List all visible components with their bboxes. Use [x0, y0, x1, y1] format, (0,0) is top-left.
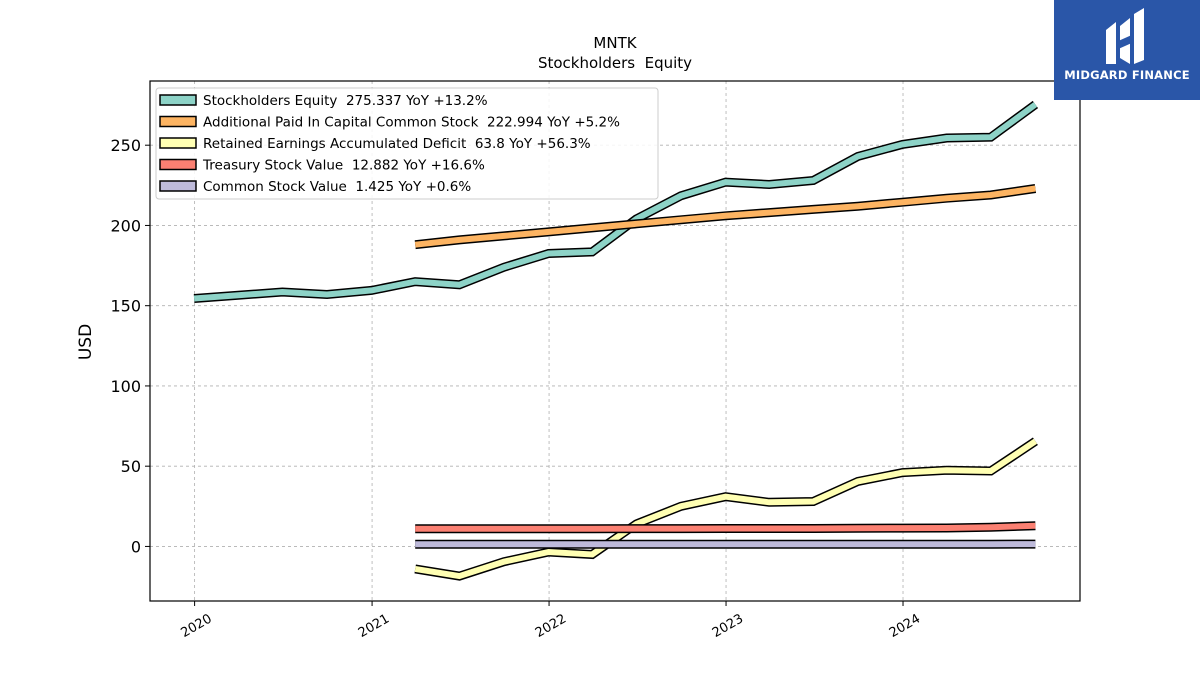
x-tick-label: 2020: [178, 611, 214, 641]
series-outline-2: [414, 437, 1038, 581]
y-tick-label: 150: [110, 297, 141, 316]
series-line-2: [414, 438, 1038, 580]
series-line-0: [193, 102, 1038, 302]
y-tick-label: 50: [121, 457, 141, 476]
legend-swatch-2: [159, 137, 197, 149]
series-lines: [193, 100, 1039, 581]
legend-label-1: Additional Paid In Capital Common Stock …: [203, 115, 620, 131]
series-line-3: [415, 522, 1036, 532]
series-line-1: [414, 185, 1036, 248]
y-tick-label: 250: [110, 136, 141, 155]
legend-swatch-1: [159, 115, 197, 128]
x-tick-label: 2021: [356, 611, 392, 641]
x-tick-label: 2023: [710, 611, 746, 641]
chart-subtitle: Stockholders Equity: [538, 54, 692, 72]
legend-label-4: Common Stock Value 1.425 YoY +0.6%: [203, 179, 471, 195]
y-tick-label: 100: [110, 377, 141, 396]
brand-name: MIDGARD FINANCE: [1064, 68, 1190, 82]
x-tick-label: 2022: [533, 611, 569, 641]
legend-label-0: Stockholders Equity 275.337 YoY +13.2%: [203, 93, 488, 109]
legend-swatch-4: [159, 180, 197, 192]
legend-swatch-3: [159, 158, 197, 171]
y-axis-label: USD: [76, 324, 96, 360]
y-tick-label: 200: [110, 216, 141, 235]
midgard-logo-icon: [1106, 8, 1144, 64]
legend-label-2: Retained Earnings Accumulated Deficit 63…: [203, 136, 591, 152]
legend-swatch-0: [159, 94, 197, 106]
plot-frame: [149, 80, 1081, 602]
legend-label-3: Treasury Stock Value 12.882 YoY +16.6%: [202, 158, 485, 174]
y-tick-label: 0: [131, 537, 141, 556]
brand-logo: MIDGARD FINANCE: [1054, 0, 1200, 100]
legend-box: [155, 87, 659, 200]
x-tick-label: 2024: [887, 611, 923, 641]
chart-title: MNTK: [593, 34, 637, 52]
legend: Stockholders Equity 275.337 YoY +13.2% Ad…: [155, 87, 659, 200]
